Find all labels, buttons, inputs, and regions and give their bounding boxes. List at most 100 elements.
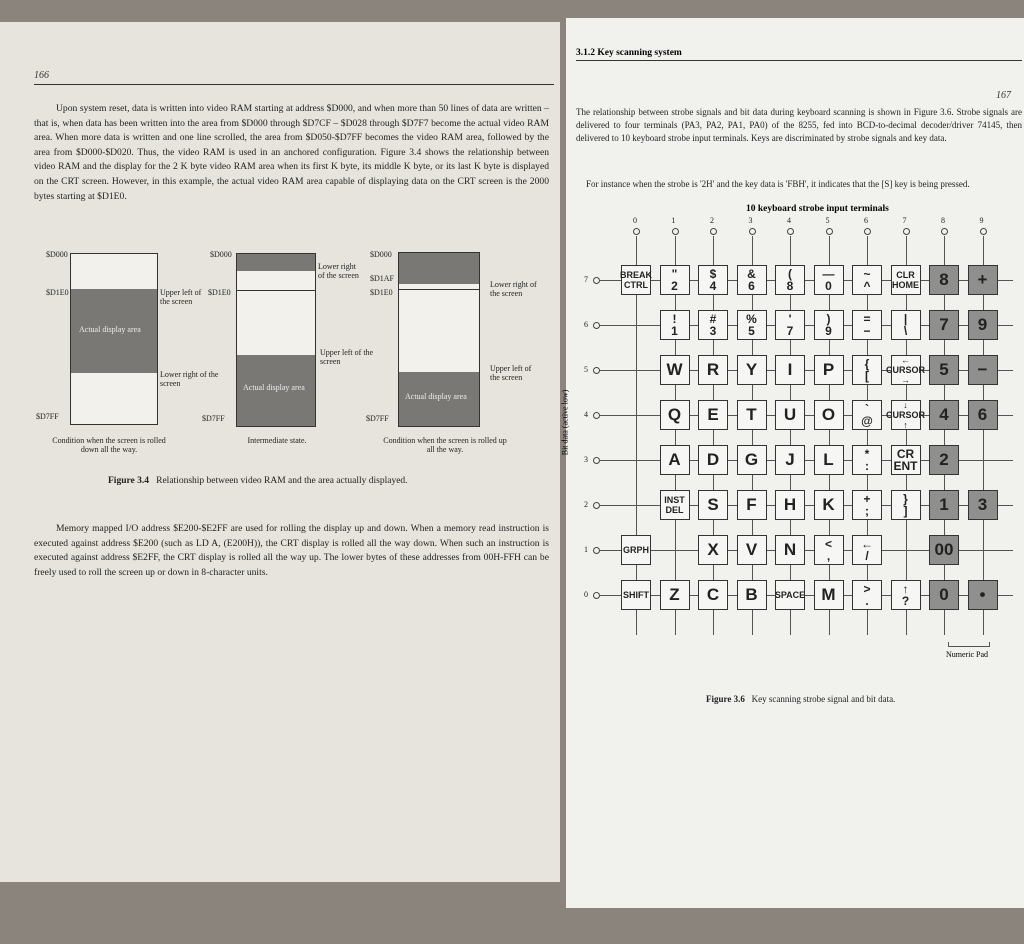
strobe-line — [867, 236, 868, 635]
bit-label: 5 — [584, 365, 588, 374]
key-label: B — [745, 585, 758, 604]
key-label: U — [783, 405, 797, 424]
key-label: 2 — [671, 279, 678, 293]
address-label: $D000 — [210, 250, 232, 259]
key-w: W — [659, 355, 690, 385]
terminal-icon — [593, 412, 600, 419]
key-label: , — [826, 549, 831, 563]
key-u: U — [775, 400, 805, 430]
strobe-label: 6 — [864, 216, 868, 225]
key-label: # — [709, 312, 717, 326]
key-label: HOME — [892, 280, 919, 290]
key-l: L — [813, 445, 844, 475]
terminal-icon — [748, 228, 756, 235]
key-label: : — [865, 459, 869, 473]
key-label: SPACE — [774, 590, 806, 600]
strobe-line — [982, 236, 984, 635]
key-label: < — [824, 537, 832, 551]
key-a: A — [659, 445, 690, 475]
paragraph: The relationship between strobe signals … — [576, 107, 1022, 143]
bit-line — [600, 415, 1013, 416]
key-e: E — [698, 400, 728, 430]
key-label: * — [864, 447, 870, 461]
key-grph: GRPH — [621, 535, 651, 565]
key-label: D — [706, 450, 720, 469]
key-label: " — [671, 267, 678, 281]
key-%-5: % 5 — [736, 310, 767, 340]
key-label: V — [745, 540, 758, 559]
key-}-]: }] — [890, 490, 921, 520]
key-clr-home: CLR HOME — [890, 265, 921, 295]
left-page: 166 Upon system reset, data is written i… — [0, 22, 560, 882]
area-label: Actual display area — [243, 383, 305, 392]
key-`-@: ` @ — [852, 400, 882, 430]
strobe-label: 3 — [748, 216, 753, 225]
key-label: CR — [896, 447, 915, 461]
key-7: 7 — [929, 310, 959, 340]
address-label: $D1E0 — [370, 288, 393, 297]
key-label: CTRL — [624, 280, 648, 290]
key-9: 9 — [967, 310, 998, 340]
key-6: 6 — [967, 400, 998, 430]
ram-diagram: Actual display area — [236, 253, 316, 427]
key-t: T — [736, 400, 767, 430]
key-label: S — [707, 495, 719, 514]
key-#-3: #3 — [698, 310, 728, 340]
key-{-[: {[ — [852, 355, 882, 385]
strobe-line — [636, 236, 637, 635]
key-label: 6 — [977, 405, 988, 424]
terminal-icon — [593, 547, 600, 554]
key-label: 5 — [939, 360, 949, 379]
key-m: M — [813, 580, 844, 610]
key-label: E — [707, 405, 719, 424]
key-n: N — [775, 535, 805, 565]
key-label: + — [977, 270, 988, 289]
strobe-line — [828, 236, 830, 635]
ram-diagram: Actual display area — [398, 252, 480, 427]
note: Upper left of the screen — [320, 348, 374, 366]
bit-label: 1 — [584, 545, 588, 554]
key-q: Q — [659, 400, 690, 430]
bit-line — [600, 550, 1013, 551]
key-label: F — [746, 495, 757, 514]
key-b: B — [736, 580, 767, 610]
area-label: Actual display area — [405, 392, 467, 401]
key-label: 8 — [939, 270, 949, 289]
note: Upper left of the screen — [490, 364, 532, 382]
key-label: SHIFT — [623, 590, 649, 600]
terminal-icon — [633, 228, 640, 235]
terminal-icon — [902, 228, 910, 235]
key-label: • — [979, 585, 986, 604]
terminal-icon — [593, 367, 600, 374]
key-label: P — [822, 360, 835, 379]
key-label: ` — [865, 402, 869, 416]
strobe-line — [944, 236, 945, 635]
key-label: ] — [903, 504, 908, 518]
key-label: A — [668, 450, 681, 469]
strobe-line — [713, 236, 714, 635]
key-x: X — [698, 535, 728, 565]
key-s: S — [698, 490, 728, 520]
key-label: [ — [865, 369, 869, 383]
key-00: 00 — [929, 535, 959, 565]
key-label: ; — [865, 504, 869, 518]
key-label: } — [903, 492, 908, 506]
figure-caption: Figure 3.6 Key scanning strobe signal an… — [706, 694, 896, 704]
key-~-^: ~ ^ — [852, 265, 882, 295]
bit-label: 6 — [584, 320, 588, 329]
key-label: & — [747, 267, 756, 281]
key-g: G — [736, 445, 767, 475]
key-label: 3 — [709, 324, 717, 338]
key-←-/: ← / — [852, 535, 882, 565]
key-←-cursor-→: ← CURSOR → — [886, 355, 925, 385]
key-label: . — [865, 594, 869, 608]
key-label: Z — [669, 585, 680, 604]
terminal-icon — [787, 228, 794, 235]
key-label: \ — [903, 324, 908, 338]
key-label: ENT — [893, 459, 918, 473]
key-d: D — [698, 445, 728, 475]
address-label: $D7FF — [202, 414, 225, 423]
key-label: > — [863, 582, 871, 596]
key-label: 4 — [709, 279, 717, 293]
key-o: O — [813, 400, 844, 430]
